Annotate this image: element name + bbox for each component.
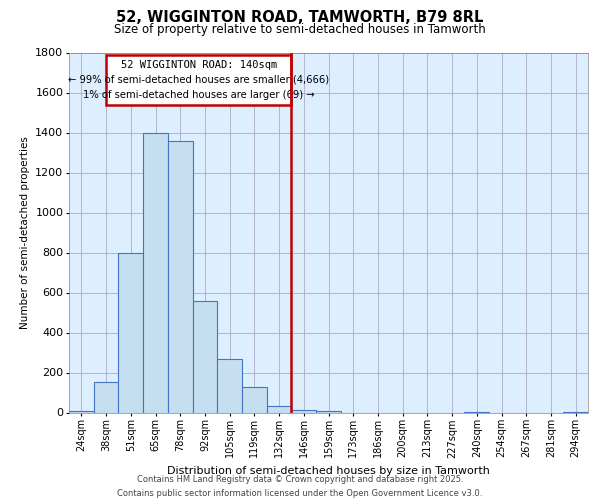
Bar bbox=[267, 406, 292, 412]
Text: Contains HM Land Registry data © Crown copyright and database right 2025.
Contai: Contains HM Land Registry data © Crown c… bbox=[118, 476, 482, 498]
Bar bbox=[168, 140, 193, 412]
Bar bbox=[143, 132, 168, 412]
Bar bbox=[217, 358, 242, 412]
Bar bbox=[118, 252, 143, 412]
Text: ← 99% of semi-detached houses are smaller (4,666): ← 99% of semi-detached houses are smalle… bbox=[68, 74, 329, 85]
FancyBboxPatch shape bbox=[106, 54, 292, 104]
Bar bbox=[94, 382, 118, 412]
Bar bbox=[69, 410, 94, 412]
Y-axis label: Number of semi-detached properties: Number of semi-detached properties bbox=[20, 136, 30, 329]
Text: 1% of semi-detached houses are larger (69) →: 1% of semi-detached houses are larger (6… bbox=[83, 90, 314, 100]
Text: 52 WIGGINTON ROAD: 140sqm: 52 WIGGINTON ROAD: 140sqm bbox=[121, 60, 277, 70]
Bar bbox=[193, 300, 217, 412]
Bar bbox=[242, 386, 267, 412]
Bar bbox=[316, 410, 341, 412]
Text: Size of property relative to semi-detached houses in Tamworth: Size of property relative to semi-detach… bbox=[114, 22, 486, 36]
Bar bbox=[292, 410, 316, 412]
X-axis label: Distribution of semi-detached houses by size in Tamworth: Distribution of semi-detached houses by … bbox=[167, 466, 490, 476]
Text: 52, WIGGINTON ROAD, TAMWORTH, B79 8RL: 52, WIGGINTON ROAD, TAMWORTH, B79 8RL bbox=[116, 10, 484, 25]
